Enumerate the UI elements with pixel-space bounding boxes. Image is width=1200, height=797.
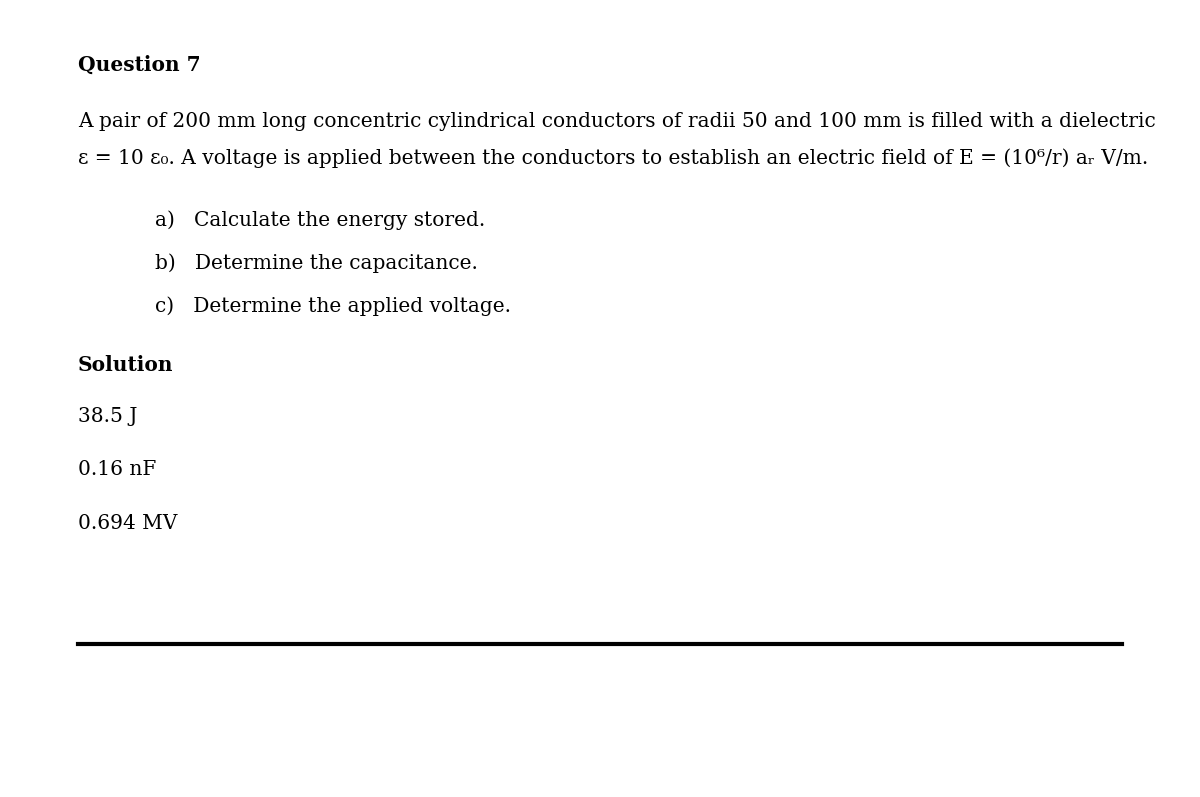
Text: A pair of 200 mm long concentric cylindrical conductors of radii 50 and 100 mm i: A pair of 200 mm long concentric cylindr… [78, 112, 1156, 131]
Text: c)   Determine the applied voltage.: c) Determine the applied voltage. [155, 296, 511, 316]
Text: ε = 10 ε₀. A voltage is applied between the conductors to establish an electric : ε = 10 ε₀. A voltage is applied between … [78, 148, 1148, 167]
Text: 0.16 nF: 0.16 nF [78, 460, 156, 479]
Text: b)   Determine the capacitance.: b) Determine the capacitance. [155, 253, 478, 273]
Text: a)   Calculate the energy stored.: a) Calculate the energy stored. [155, 210, 485, 230]
Text: Solution: Solution [78, 355, 174, 375]
Text: 38.5 J: 38.5 J [78, 407, 137, 426]
Text: Question 7: Question 7 [78, 55, 200, 75]
Text: 0.694 MV: 0.694 MV [78, 514, 178, 533]
